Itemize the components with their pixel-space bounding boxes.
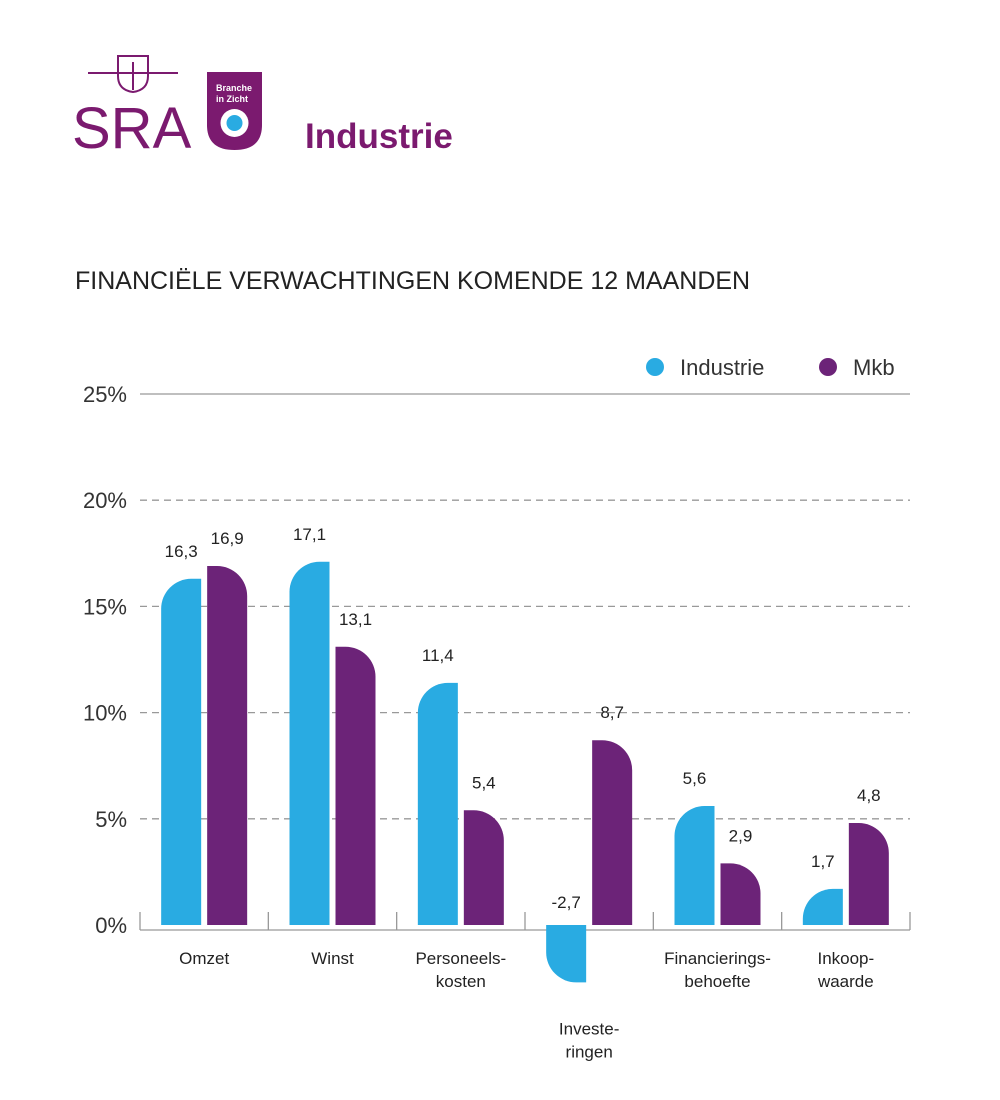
x-tick-label: behoefte [684, 972, 750, 991]
value-label: 1,7 [811, 852, 835, 871]
x-tick-label: Omzet [179, 949, 229, 968]
bar [802, 888, 843, 925]
y-tick-label: 10% [83, 701, 127, 726]
bar [674, 806, 715, 925]
badge-dot [226, 115, 243, 131]
logo-text: SRA [72, 96, 192, 161]
x-tick-label: Financierings- [664, 949, 771, 968]
y-tick-label: 20% [83, 488, 127, 513]
logo-shield [117, 55, 149, 94]
value-label: 5,4 [472, 773, 496, 792]
x-tick-label: ringen [566, 1042, 613, 1061]
bar [720, 863, 761, 925]
y-tick-label: 5% [95, 807, 127, 832]
y-tick-label: 0% [95, 913, 127, 938]
x-tick-label: Investe- [559, 1019, 619, 1038]
y-tick-label: 25% [83, 382, 127, 407]
bar [546, 925, 587, 983]
value-label: 16,9 [211, 529, 244, 548]
x-tick-label: Winst [311, 949, 354, 968]
x-tick-label: waarde [817, 972, 874, 991]
value-label: 11,4 [422, 646, 454, 665]
bar [848, 823, 889, 925]
value-label: -2,7 [552, 893, 581, 912]
bar [463, 810, 504, 925]
bar [417, 682, 458, 925]
value-label: 2,9 [729, 826, 753, 845]
value-label: 4,8 [857, 786, 881, 805]
bar [289, 561, 330, 925]
value-label: 5,6 [683, 769, 707, 788]
x-tick-label: Inkoop- [817, 949, 874, 968]
bar [335, 646, 376, 925]
badge-text: in Zicht [216, 94, 248, 104]
header-title: Industrie [305, 117, 453, 156]
x-tick-label: Personeels- [415, 949, 506, 968]
legend-swatch [646, 358, 664, 376]
bar [161, 578, 202, 925]
legend-swatch [819, 358, 837, 376]
value-label: 16,3 [165, 542, 198, 561]
legend-label: Industrie [680, 355, 764, 380]
x-tick-label: kosten [436, 972, 486, 991]
bar [592, 740, 633, 925]
bar [207, 566, 248, 925]
legend-label: Mkb [853, 355, 895, 380]
value-label: 17,1 [293, 525, 326, 544]
y-tick-label: 15% [83, 594, 127, 619]
value-label: 8,7 [600, 703, 624, 722]
logo: SRA Branche in Zicht Industrie [72, 55, 453, 161]
value-label: 13,1 [339, 610, 372, 629]
badge-text: Branche [216, 83, 252, 93]
chart-title: FINANCIËLE VERWACHTINGEN KOMENDE 12 MAAN… [75, 267, 750, 295]
